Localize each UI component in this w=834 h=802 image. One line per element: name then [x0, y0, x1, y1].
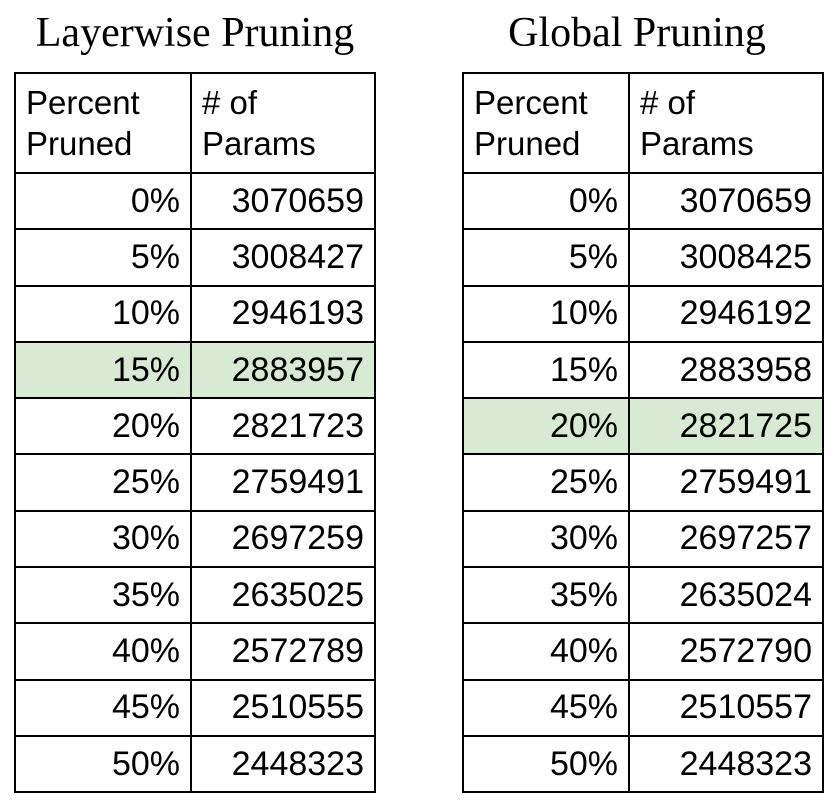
table-row: 10% 2946192: [462, 284, 824, 343]
percent-pruned-cell: 50%: [462, 734, 630, 794]
table-row: 5% 3008425: [462, 228, 824, 287]
table-row: 50% 2448323: [14, 734, 376, 794]
num-params-cell: 2946192: [628, 284, 824, 343]
panel-title: Layerwise Pruning: [35, 10, 355, 56]
table-row: 40% 2572789: [14, 622, 376, 681]
percent-pruned-cell: 20%: [462, 397, 630, 456]
header-row: Percent Pruned # of Params: [14, 72, 376, 174]
percent-pruned-cell: 15%: [14, 340, 192, 400]
table-row: 10% 2946193: [14, 284, 376, 343]
table-body: 0% 3070659 5% 3008425 10% 2946192 15% 2883958 20…: [462, 171, 824, 794]
layerwise-pruning-table: Percent Pruned # of Params 0% 3070659 5% 30…: [14, 72, 376, 794]
panel-title: Global Pruning: [508, 10, 766, 56]
table-row: 45% 2510557: [462, 678, 824, 737]
num-params-cell: 2883958: [628, 340, 824, 400]
table-row-highlighted: 20% 2821725: [462, 397, 824, 456]
num-params-cell: 2946193: [190, 284, 376, 343]
header-line: Percent: [26, 84, 140, 121]
percent-pruned-cell: 40%: [462, 622, 630, 681]
header-line: # of: [640, 84, 696, 121]
table-row: 0% 3070659: [462, 171, 824, 231]
table-row: 40% 2572790: [462, 622, 824, 681]
header-line: Pruned: [474, 125, 581, 162]
percent-pruned-cell: 35%: [14, 566, 192, 625]
percent-pruned-cell: 10%: [14, 284, 192, 343]
table-row: 50% 2448323: [462, 734, 824, 794]
table-row-highlighted: 15% 2883957: [14, 340, 376, 400]
num-params-cell: 2635025: [190, 566, 376, 625]
percent-pruned-cell: 40%: [14, 622, 192, 681]
table-row: 35% 2635025: [14, 566, 376, 625]
percent-pruned-cell: 30%: [14, 509, 192, 569]
num-params-cell: 2510555: [190, 678, 376, 737]
header-row: Percent Pruned # of Params: [462, 72, 824, 174]
header-line: Percent: [474, 84, 588, 121]
num-params-cell: 2635024: [628, 566, 824, 625]
num-params-cell: 2448323: [190, 734, 376, 794]
percent-pruned-cell: 45%: [14, 678, 192, 737]
num-params-cell: 3070659: [190, 171, 376, 231]
num-params-cell: 2697259: [190, 509, 376, 569]
num-params-cell: 2759491: [628, 453, 824, 512]
percent-pruned-cell: 25%: [14, 453, 192, 512]
table-row: 35% 2635024: [462, 566, 824, 625]
percent-pruned-cell: 45%: [462, 678, 630, 737]
header-line: Params: [202, 125, 316, 162]
column-header-percent-pruned: Percent Pruned: [14, 72, 192, 174]
num-params-cell: 2821725: [628, 397, 824, 456]
num-params-cell: 2510557: [628, 678, 824, 737]
table-row: 30% 2697257: [462, 509, 824, 569]
table-row: 0% 3070659: [14, 171, 376, 231]
num-params-cell: 3070659: [628, 171, 824, 231]
num-params-cell: 2448323: [628, 734, 824, 794]
header-line: # of: [202, 84, 258, 121]
column-header-num-params: # of Params: [628, 72, 824, 174]
num-params-cell: 2883957: [190, 340, 376, 400]
header-line: Params: [640, 125, 754, 162]
table-row: 5% 3008427: [14, 228, 376, 287]
num-params-cell: 3008425: [628, 228, 824, 287]
percent-pruned-cell: 15%: [462, 340, 630, 400]
table-row: 25% 2759491: [462, 453, 824, 512]
num-params-cell: 2572789: [190, 622, 376, 681]
percent-pruned-cell: 30%: [462, 509, 630, 569]
percent-pruned-cell: 20%: [14, 397, 192, 456]
num-params-cell: 2821723: [190, 397, 376, 456]
global-pruning-table: Percent Pruned # of Params 0% 3070659 5% 30…: [462, 72, 824, 794]
table-row: 45% 2510555: [14, 678, 376, 737]
percent-pruned-cell: 25%: [462, 453, 630, 512]
percent-pruned-cell: 35%: [462, 566, 630, 625]
num-params-cell: 3008427: [190, 228, 376, 287]
num-params-cell: 2697257: [628, 509, 824, 569]
header-line: Pruned: [26, 125, 133, 162]
table-row: 30% 2697259: [14, 509, 376, 569]
percent-pruned-cell: 10%: [462, 284, 630, 343]
percent-pruned-cell: 5%: [14, 228, 192, 287]
table-body: 0% 3070659 5% 3008427 10% 2946193 15% 2883957 20…: [14, 171, 376, 794]
table-row: 20% 2821723: [14, 397, 376, 456]
num-params-cell: 2572790: [628, 622, 824, 681]
table-row: 15% 2883958: [462, 340, 824, 400]
num-params-cell: 2759491: [190, 453, 376, 512]
column-header-num-params: # of Params: [190, 72, 376, 174]
percent-pruned-cell: 0%: [14, 171, 192, 231]
column-header-percent-pruned: Percent Pruned: [462, 72, 630, 174]
table-row: 25% 2759491: [14, 453, 376, 512]
percent-pruned-cell: 0%: [462, 171, 630, 231]
percent-pruned-cell: 5%: [462, 228, 630, 287]
percent-pruned-cell: 50%: [14, 734, 192, 794]
